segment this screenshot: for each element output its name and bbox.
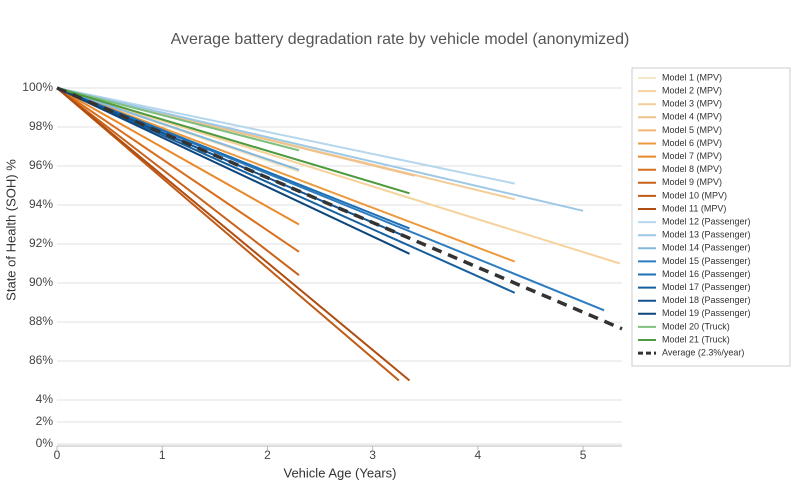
legend-label: Model 2 (MPV): [662, 85, 722, 95]
y-tick-label: 98%: [29, 119, 53, 133]
series-line: [56, 87, 516, 294]
series-line: [56, 87, 300, 276]
legend-box: [631, 67, 791, 367]
x-tick-label: 1: [159, 448, 166, 462]
legend-label: Model 9 (MPV): [662, 177, 722, 187]
legend-label: Model 14 (Passenger): [662, 243, 751, 253]
series-line: [56, 87, 300, 226]
series-line: [56, 87, 516, 263]
series-line: [56, 87, 400, 382]
series-line: [56, 87, 410, 255]
legend-label: Model 5 (MPV): [662, 125, 722, 135]
legend-label: Model 3 (MPV): [662, 99, 722, 109]
legend-label: Model 17 (Passenger): [662, 282, 751, 292]
x-tick-label: 2: [264, 448, 271, 462]
series-line: [56, 86, 623, 331]
y-tick-label: 94%: [29, 197, 53, 211]
x-tick-label: 0: [54, 448, 61, 462]
series-line: [56, 87, 300, 171]
legend-label: Model 13 (Passenger): [662, 230, 751, 240]
y-tick-label: 90%: [29, 275, 53, 289]
legend-label: Model 19 (Passenger): [662, 308, 751, 318]
y-tick-label: 96%: [29, 158, 53, 172]
chart-title: Average battery degradation rate by vehi…: [171, 31, 630, 48]
legend-label: Model 12 (Passenger): [662, 216, 751, 226]
series-line: [56, 87, 410, 195]
series-line: [56, 87, 621, 265]
series-line: [56, 87, 300, 253]
x-tick-label: 3: [369, 448, 376, 462]
legend-label: Model 4 (MPV): [662, 112, 722, 122]
y-tick-label: 0%: [36, 436, 54, 450]
x-tick-label: 4: [475, 448, 482, 462]
series-line: [56, 87, 410, 230]
series-line: [56, 87, 300, 152]
legend-label: Model 15 (Passenger): [662, 256, 751, 266]
legend-label: Average (2.3%/year): [662, 347, 744, 357]
y-tick-label: 92%: [29, 236, 53, 250]
legend-label: Model 8 (MPV): [662, 164, 722, 174]
y-tick-label: 4%: [36, 392, 54, 406]
legend-label: Model 21 (Truck): [662, 334, 730, 344]
legend-label: Model 6 (MPV): [662, 138, 722, 148]
legend-label: Model 7 (MPV): [662, 151, 722, 161]
legend-label: Model 18 (Passenger): [662, 295, 751, 305]
y-tick-label: 86%: [29, 353, 53, 367]
legend-label: Model 11 (MPV): [662, 203, 726, 213]
series-line: [56, 87, 411, 382]
series-line: [56, 87, 584, 212]
y-tick-label: 100%: [22, 80, 53, 94]
legend-label: Model 20 (Truck): [662, 321, 730, 331]
series-line: [56, 87, 515, 185]
legend-label: Model 1 (MPV): [662, 72, 722, 82]
legend-label: Model 10 (MPV): [662, 190, 727, 200]
legend-label: Model 16 (Passenger): [662, 269, 751, 279]
x-axis-title: Vehicle Age (Years): [284, 465, 397, 480]
y-axis-title: State of Health (SOH) %: [3, 159, 18, 301]
y-tick-label: 2%: [36, 414, 54, 428]
y-tick-label: 88%: [29, 314, 53, 328]
x-tick-label: 5: [580, 448, 587, 462]
